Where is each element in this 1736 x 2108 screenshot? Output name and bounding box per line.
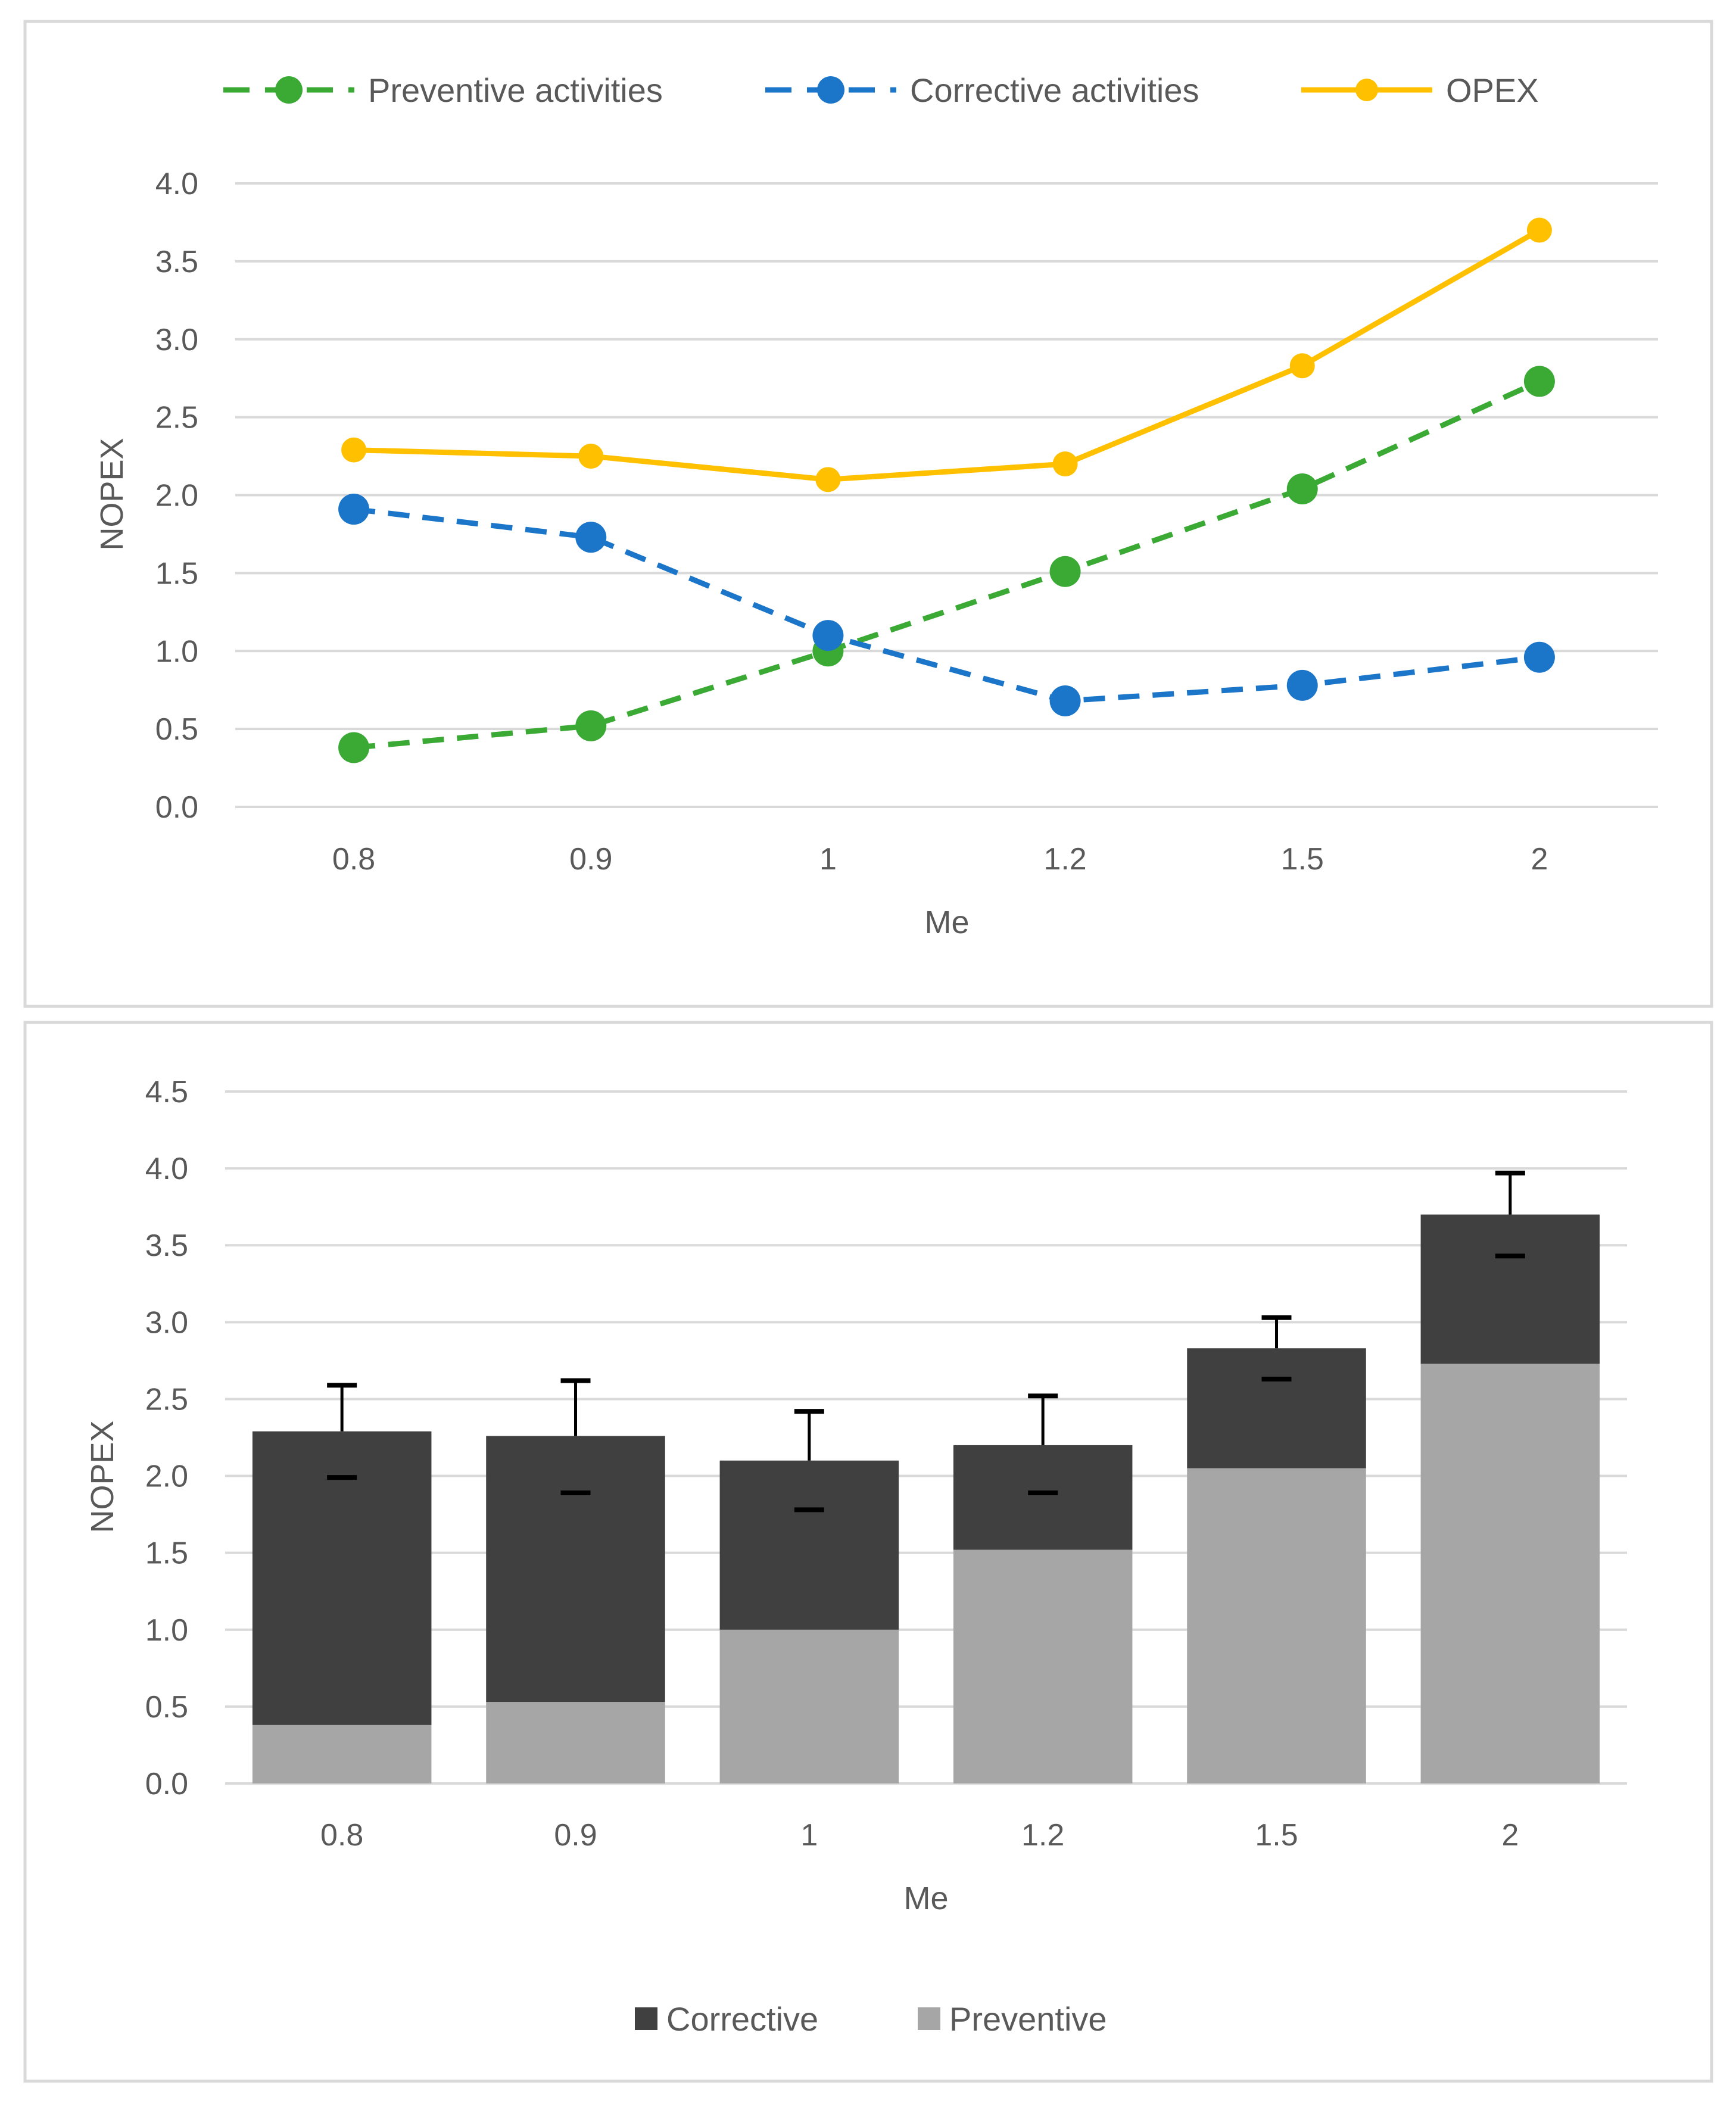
legend-label: Corrective activities bbox=[910, 71, 1199, 109]
legend-item: Corrective bbox=[635, 2000, 818, 2038]
error-bar bbox=[1028, 1393, 1058, 1495]
legend-label: Preventive bbox=[949, 2000, 1107, 2038]
x-tick-label: 0.8 bbox=[332, 842, 375, 877]
data-point bbox=[338, 494, 370, 525]
x-tick-label: 1 bbox=[800, 1818, 818, 1853]
data-point bbox=[1049, 556, 1081, 587]
line-chart-y-axis-title: NOPEX bbox=[94, 438, 130, 550]
error-bar bbox=[1495, 1170, 1525, 1259]
x-tick-label: 1.5 bbox=[1281, 842, 1324, 877]
bar-preventive bbox=[953, 1549, 1133, 1783]
y-tick-label: 2.5 bbox=[155, 401, 198, 435]
x-tick-label: 2 bbox=[1531, 842, 1548, 877]
data-point bbox=[1523, 641, 1555, 673]
data-point bbox=[1049, 685, 1081, 717]
bar-preventive bbox=[1420, 1364, 1600, 1783]
y-tick-label: 4.0 bbox=[155, 167, 198, 201]
y-tick-label: 1.0 bbox=[145, 1613, 188, 1648]
bar-corrective bbox=[1420, 1214, 1600, 1364]
data-point bbox=[1052, 451, 1078, 477]
y-tick-label: 4.0 bbox=[145, 1152, 188, 1186]
y-tick-label: 3.5 bbox=[145, 1228, 188, 1263]
legend-label: OPEX bbox=[1446, 71, 1539, 109]
y-tick-label: 2.0 bbox=[145, 1460, 188, 1494]
error-bar bbox=[560, 1378, 591, 1495]
error-bar bbox=[1261, 1315, 1292, 1382]
data-point bbox=[338, 732, 370, 763]
data-point bbox=[1289, 353, 1315, 379]
legend-marker bbox=[1355, 79, 1378, 101]
data-point bbox=[1286, 669, 1318, 701]
line-chart-panel bbox=[23, 20, 1713, 1008]
y-tick-label: 1.0 bbox=[155, 634, 198, 669]
data-point bbox=[578, 444, 604, 469]
data-point bbox=[1526, 217, 1552, 243]
legend-item: Corrective activities bbox=[765, 71, 1199, 109]
x-tick-label: 0.8 bbox=[320, 1818, 363, 1853]
data-point bbox=[1523, 366, 1555, 397]
y-tick-label: 2.0 bbox=[155, 479, 198, 513]
bar-corrective bbox=[486, 1436, 665, 1702]
bar-preventive bbox=[252, 1725, 432, 1783]
y-tick-label: 3.5 bbox=[155, 245, 198, 279]
legend-marker bbox=[275, 76, 303, 104]
y-tick-label: 3.0 bbox=[145, 1305, 188, 1340]
y-tick-label: 1.5 bbox=[155, 556, 198, 591]
legend-label: Corrective bbox=[666, 2000, 818, 2038]
series-line bbox=[353, 227, 1541, 482]
error-bar bbox=[327, 1383, 357, 1480]
bar-corrective bbox=[953, 1445, 1133, 1550]
data-point bbox=[815, 467, 841, 492]
line-chart-x-axis-title: Me bbox=[924, 905, 969, 940]
y-tick-label: 4.5 bbox=[145, 1075, 188, 1109]
error-bar bbox=[794, 1409, 824, 1513]
bar-corrective bbox=[252, 1431, 432, 1725]
bar-chart-x-axis-title: Me bbox=[903, 1881, 948, 1916]
bar-chart-y-axis-title: NOPEX bbox=[85, 1420, 120, 1533]
x-tick-label: 2 bbox=[1501, 1818, 1519, 1853]
bar-corrective bbox=[719, 1460, 899, 1630]
y-tick-label: 0.0 bbox=[145, 1767, 188, 1801]
bar-preventive bbox=[719, 1629, 899, 1783]
x-tick-label: 1 bbox=[819, 842, 837, 877]
y-tick-label: 0.5 bbox=[145, 1690, 188, 1725]
data-point bbox=[1286, 473, 1318, 505]
x-tick-label: 0.9 bbox=[554, 1818, 597, 1853]
legend-label: Preventive activities bbox=[368, 71, 663, 109]
y-tick-label: 2.5 bbox=[145, 1382, 188, 1417]
legend-item: Preventive activities bbox=[223, 71, 663, 109]
series-corrective-activities bbox=[338, 494, 1555, 717]
bar-preventive bbox=[486, 1702, 665, 1783]
data-point bbox=[341, 437, 367, 463]
data-point bbox=[575, 522, 607, 553]
x-tick-label: 1.2 bbox=[1021, 1818, 1064, 1853]
x-tick-label: 0.9 bbox=[569, 842, 612, 877]
series-line bbox=[353, 506, 1540, 704]
data-point bbox=[575, 710, 607, 741]
bar-preventive bbox=[1187, 1468, 1366, 1783]
series-opex bbox=[341, 217, 1552, 492]
x-tick-label: 1.5 bbox=[1255, 1818, 1298, 1853]
legend-item: OPEX bbox=[1301, 71, 1539, 109]
bar-corrective bbox=[1187, 1348, 1366, 1468]
legend-swatch bbox=[918, 2007, 940, 2030]
legend-item: Preventive bbox=[918, 2000, 1107, 2038]
x-tick-label: 1.2 bbox=[1043, 842, 1086, 877]
y-tick-label: 0.0 bbox=[155, 790, 198, 825]
y-tick-label: 1.5 bbox=[145, 1536, 188, 1571]
legend-swatch bbox=[635, 2007, 657, 2030]
data-point bbox=[812, 620, 844, 651]
y-tick-label: 3.0 bbox=[155, 323, 198, 357]
legend-marker bbox=[817, 76, 844, 104]
y-tick-label: 0.5 bbox=[155, 712, 198, 747]
